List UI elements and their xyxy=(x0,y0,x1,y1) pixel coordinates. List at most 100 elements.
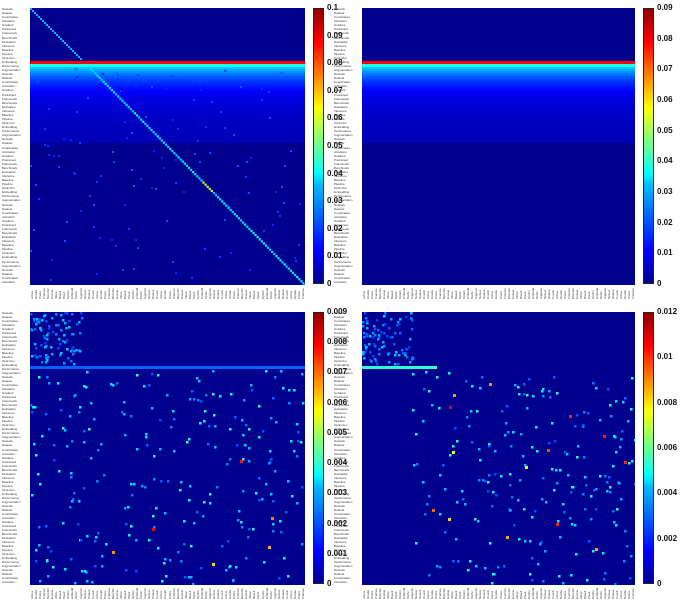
y-tick-label: Pipeline xyxy=(334,51,345,56)
heatmap-cell xyxy=(258,477,261,480)
heatmap-cell xyxy=(151,407,154,410)
heatmap-cell xyxy=(468,425,471,428)
heatmap-cell xyxy=(224,70,226,72)
heatmap-cell xyxy=(91,581,94,584)
heatmap-cell xyxy=(281,72,283,74)
heatmap-cell xyxy=(296,502,299,505)
heatmap-cell xyxy=(180,481,183,484)
heatmap-diagonal-cell xyxy=(210,189,213,193)
x-tick-label: Benchm xyxy=(506,587,511,599)
heatmap-diagonal-cell xyxy=(248,227,251,230)
heatmap-cell xyxy=(212,393,215,396)
heatmap-cell xyxy=(212,370,215,373)
y-tick-label: Embedding xyxy=(334,59,350,64)
x-tick-label: Pretra xyxy=(167,290,172,299)
heatmap-cell xyxy=(40,329,43,332)
heatmap-cell xyxy=(62,340,65,343)
y-tick-label: Embedding xyxy=(2,125,18,130)
colorbar-tick-label: 0.008 xyxy=(657,397,678,407)
y-tick-label: Baseline xyxy=(334,47,346,52)
heatmap-cell xyxy=(583,456,586,459)
heatmap-cell xyxy=(557,520,560,523)
heatmap-diagonal-cell xyxy=(177,156,180,159)
heatmap-cell xyxy=(280,370,283,373)
heatmap-hot-cell xyxy=(547,449,550,452)
heatmap-cells xyxy=(362,61,635,143)
heatmap-diagonal-cell xyxy=(66,44,68,46)
heatmap-cell xyxy=(571,486,574,489)
heatmap-cell xyxy=(81,317,84,320)
heatmap-diagonal-cell xyxy=(131,110,134,113)
heatmap-cell xyxy=(59,398,62,401)
heatmap-cell xyxy=(30,250,32,252)
heatmap-diagonal-cell xyxy=(62,40,64,42)
y-tick-label: Evaluation xyxy=(334,39,349,44)
y-tick-label: Embedding xyxy=(334,491,350,496)
heatmap-cell xyxy=(265,483,268,486)
heatmap-cell xyxy=(281,186,283,188)
heatmap-cell xyxy=(71,313,74,316)
heatmap-cell xyxy=(387,353,390,356)
heatmap-cell xyxy=(411,356,414,359)
heatmap-band-row xyxy=(30,87,305,89)
y-tick-label: Performance xyxy=(2,367,20,372)
heatmap-band-row xyxy=(30,133,305,135)
heatmap-cell xyxy=(569,517,572,520)
x-tick-label: Baseli xyxy=(518,590,523,599)
heatmap-cell xyxy=(536,450,539,453)
heatmap-cell xyxy=(70,476,73,479)
heatmap-diagonal-cell xyxy=(260,240,263,243)
heatmap-matrix xyxy=(362,312,635,585)
heatmap-diagonal-cell xyxy=(133,112,136,115)
heatmap-cell xyxy=(160,480,163,483)
heatmap-cell xyxy=(395,351,398,354)
heatmap-cell xyxy=(301,543,304,546)
y-tick-label: Dataset xyxy=(2,507,13,512)
heatmap-diagonal-cell xyxy=(112,91,116,94)
heatmap-cell xyxy=(115,245,117,247)
heatmap-diagonal-cell xyxy=(160,139,164,142)
heatmap-cell xyxy=(277,211,279,213)
y-tick-label: Pretrained xyxy=(2,523,16,528)
heatmap-cell xyxy=(583,411,586,414)
heatmap-diagonal-cell xyxy=(135,114,139,117)
heatmap-band-row xyxy=(362,107,635,109)
heatmap-cell xyxy=(235,566,238,569)
heatmap-cell xyxy=(78,411,81,414)
heatmap-cell xyxy=(562,503,565,506)
heatmap-cell xyxy=(38,544,41,547)
heatmap-band-row xyxy=(362,99,635,101)
y-tick-label: Evaluation xyxy=(2,535,17,540)
y-tick-label: Benchmark xyxy=(2,35,18,40)
heatmap-cell xyxy=(70,139,72,141)
heatmap-cell xyxy=(412,409,415,412)
y-tick-label: Network xyxy=(334,72,346,77)
heatmap-cell xyxy=(523,383,526,386)
y-tick-label: Dataset xyxy=(2,443,13,448)
heatmap-cell xyxy=(393,343,396,346)
heatmap-cell xyxy=(476,410,479,413)
x-tick-label: Pretra xyxy=(498,290,503,299)
y-tick-label: Pipeline xyxy=(334,419,345,424)
heatmap-cell xyxy=(36,318,39,321)
x-tick-label: Baseli xyxy=(518,290,523,299)
heatmap-cell xyxy=(53,444,56,447)
heatmap-cell xyxy=(112,384,115,387)
heatmap-cell xyxy=(481,376,484,379)
heatmap-cell xyxy=(46,376,49,379)
heatmap-cell xyxy=(492,491,495,494)
heatmap-cell xyxy=(556,392,559,395)
y-tick-label: Pipeline xyxy=(2,182,13,187)
heatmap-diagonal-cell xyxy=(244,223,247,226)
heatmap-cell xyxy=(214,425,217,428)
heatmap-cell xyxy=(570,574,573,577)
y-tick-label: Baseline xyxy=(2,479,14,484)
y-tick-label: Network xyxy=(2,503,14,508)
colorbar-tick-label: 0.02 xyxy=(657,217,673,227)
heatmap-cell xyxy=(444,531,447,534)
heatmap-cell xyxy=(365,346,368,349)
heatmap-cell xyxy=(270,458,273,461)
heatmap-cell xyxy=(112,151,114,153)
y-tick-label: Framework xyxy=(2,161,18,166)
x-tick-label: Framew xyxy=(171,588,176,599)
